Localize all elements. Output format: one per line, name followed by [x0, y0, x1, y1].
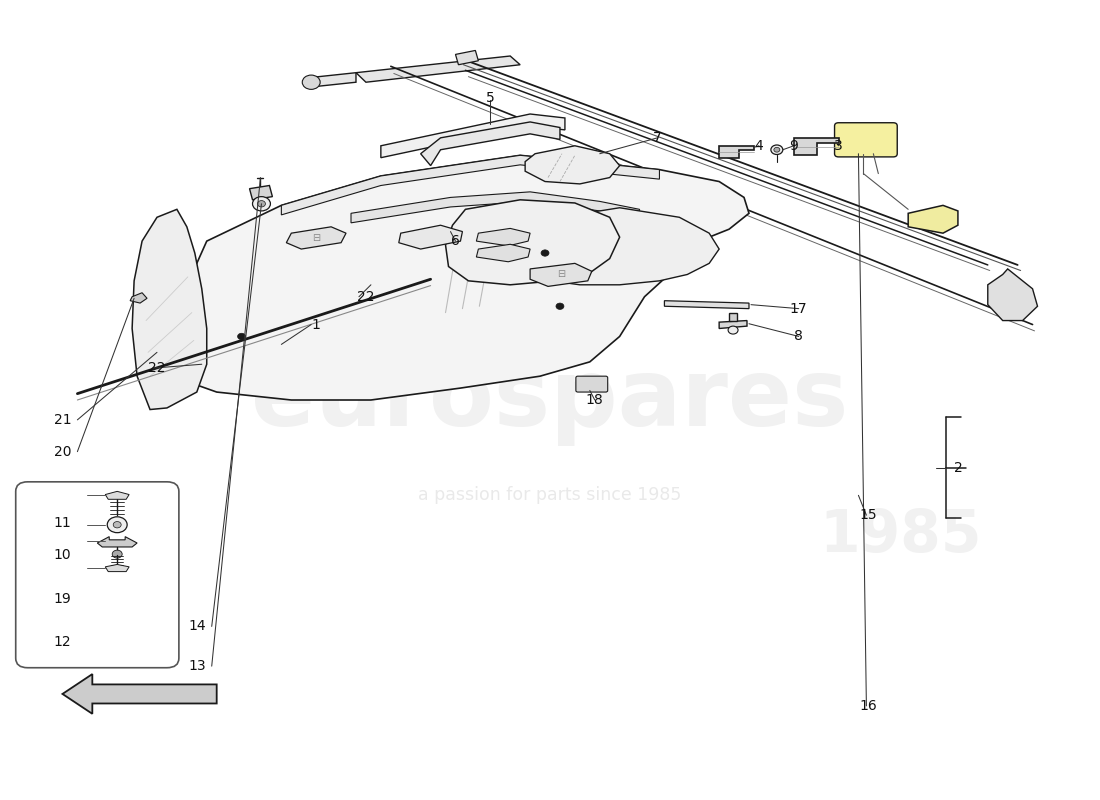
Polygon shape [311, 73, 356, 87]
Polygon shape [286, 227, 346, 249]
Circle shape [257, 201, 265, 207]
FancyBboxPatch shape [15, 482, 179, 668]
Text: 2: 2 [954, 461, 962, 474]
Polygon shape [525, 146, 619, 184]
Circle shape [541, 250, 549, 256]
Text: 8: 8 [794, 330, 803, 343]
Text: 6: 6 [451, 234, 460, 248]
Text: 22: 22 [358, 290, 375, 304]
Text: 17: 17 [790, 302, 807, 316]
Text: 22: 22 [148, 362, 166, 375]
FancyBboxPatch shape [835, 122, 898, 157]
Circle shape [556, 303, 564, 310]
Text: 7: 7 [653, 131, 662, 145]
Text: 11: 11 [54, 516, 72, 530]
Polygon shape [729, 313, 737, 321]
Polygon shape [250, 186, 273, 200]
Polygon shape [719, 146, 754, 158]
Polygon shape [530, 208, 719, 285]
Polygon shape [381, 114, 565, 158]
Polygon shape [794, 138, 838, 155]
Text: 9: 9 [790, 138, 799, 153]
Circle shape [107, 517, 128, 533]
Polygon shape [132, 210, 207, 410]
Polygon shape [476, 229, 530, 246]
Polygon shape [356, 56, 520, 82]
Polygon shape [476, 244, 530, 262]
Polygon shape [130, 293, 147, 303]
Circle shape [302, 75, 320, 90]
Text: 3: 3 [834, 138, 843, 153]
Text: eurospares: eurospares [251, 354, 849, 446]
Circle shape [771, 145, 783, 154]
Text: 1: 1 [311, 318, 320, 331]
Polygon shape [420, 122, 560, 166]
Text: 18: 18 [586, 393, 604, 407]
FancyBboxPatch shape [576, 376, 607, 392]
Text: 5: 5 [486, 91, 495, 105]
Polygon shape [446, 200, 619, 285]
Text: 4: 4 [755, 138, 763, 153]
Text: 21: 21 [54, 413, 72, 427]
Text: ⊟: ⊟ [557, 270, 565, 279]
Polygon shape [530, 263, 592, 286]
Text: ⊟: ⊟ [312, 233, 320, 243]
Text: a passion for parts since 1985: a passion for parts since 1985 [418, 486, 682, 504]
Circle shape [774, 147, 780, 152]
Circle shape [728, 326, 738, 334]
Text: 19: 19 [54, 592, 72, 606]
Polygon shape [63, 674, 217, 714]
Text: 20: 20 [54, 445, 72, 458]
Text: 14: 14 [188, 619, 206, 634]
Circle shape [253, 197, 271, 211]
Text: 15: 15 [859, 508, 877, 522]
Polygon shape [988, 269, 1037, 321]
Polygon shape [351, 192, 639, 223]
Polygon shape [719, 321, 747, 329]
Polygon shape [664, 301, 749, 309]
Polygon shape [97, 537, 138, 547]
Text: 10: 10 [54, 548, 72, 562]
Text: 1985: 1985 [820, 506, 981, 563]
Polygon shape [909, 206, 958, 233]
Polygon shape [106, 491, 129, 499]
Text: 16: 16 [859, 699, 878, 713]
Circle shape [112, 550, 122, 558]
Polygon shape [282, 155, 659, 215]
Text: 13: 13 [188, 659, 206, 673]
Polygon shape [157, 155, 749, 400]
Text: 12: 12 [54, 635, 72, 650]
Polygon shape [455, 50, 478, 65]
Circle shape [238, 334, 245, 340]
Polygon shape [399, 226, 462, 249]
Polygon shape [106, 565, 129, 571]
Circle shape [113, 522, 121, 528]
